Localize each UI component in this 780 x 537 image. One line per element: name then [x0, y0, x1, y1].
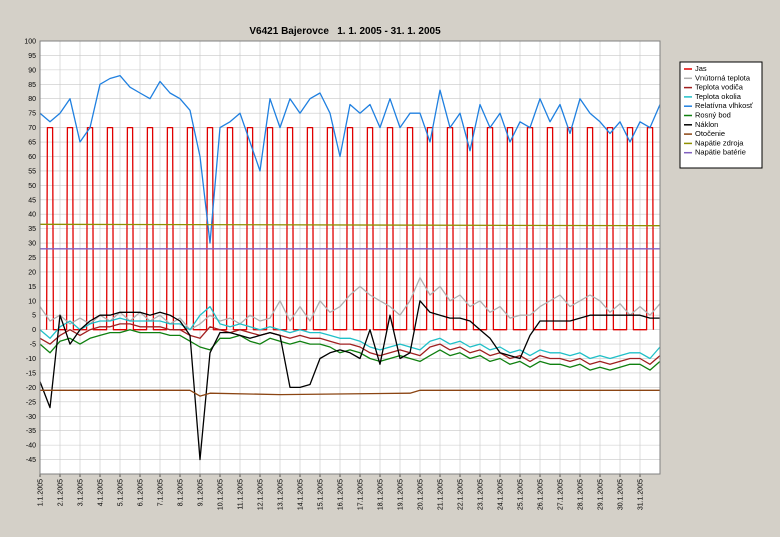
series-line	[45, 126, 655, 331]
y-tick-label: -35	[26, 428, 36, 435]
x-tick-label: 28.1.2005	[578, 479, 585, 510]
x-tick-label: 19.1.2005	[398, 479, 405, 510]
x-tick-label: 12.1.2005	[258, 479, 265, 510]
legend-box	[679, 61, 763, 169]
y-tick-label: -45	[26, 457, 36, 464]
x-tick-label: 11.1.2005	[238, 479, 245, 510]
x-tick-label: 8.1.2005	[178, 479, 185, 506]
series-line	[39, 329, 661, 371]
x-tick-label: 15.1.2005	[318, 479, 325, 510]
series-line	[39, 74, 661, 244]
y-tick-label: 5	[32, 313, 36, 320]
legend-label: Jas	[695, 64, 707, 73]
legend-label: Relatívna vlhkosť	[695, 101, 753, 110]
x-tick-label: 24.1.2005	[498, 479, 505, 510]
y-tick-label: -30	[26, 414, 36, 421]
x-tick-label: 27.1.2005	[558, 479, 565, 510]
x-tick-label: 10.1.2005	[218, 479, 225, 510]
x-tick-label: 29.1.2005	[598, 479, 605, 510]
x-tick-label: 6.1.2005	[138, 479, 145, 506]
legend-label: Rosný bod	[695, 110, 731, 119]
x-tick-label: 3.1.2005	[78, 479, 85, 506]
x-tick-label: 7.1.2005	[158, 479, 165, 506]
y-tick-label: -15	[26, 370, 36, 377]
x-tick-label: 23.1.2005	[478, 479, 485, 510]
y-tick-label: 0	[32, 327, 36, 334]
y-tick-label: 50	[28, 183, 36, 190]
x-tick-label: 26.1.2005	[538, 479, 545, 510]
series-line	[39, 323, 661, 365]
x-tick-label: 20.1.2005	[418, 479, 425, 510]
y-tick-label: 65	[28, 140, 36, 147]
y-tick-label: 45	[28, 197, 36, 204]
y-tick-label: 35	[28, 226, 36, 233]
y-tick-label: 25	[28, 255, 36, 262]
plot-border	[39, 40, 661, 475]
y-tick-label: 100	[24, 39, 36, 46]
y-tick-label: -40	[26, 443, 36, 450]
y-tick-label: 95	[28, 53, 36, 60]
legend-label: Teplota vodiča	[695, 83, 744, 92]
x-tick-label: 1.1.2005	[38, 479, 45, 506]
x-tick-label: 4.1.2005	[98, 479, 105, 506]
y-tick-label: 30	[28, 241, 36, 248]
y-tick-label: 90	[28, 67, 36, 74]
legend-label: Teplota okolia	[695, 92, 742, 101]
y-tick-label: 85	[28, 82, 36, 89]
x-tick-label: 14.1.2005	[298, 479, 305, 510]
x-tick-label: 18.1.2005	[378, 479, 385, 510]
y-tick-label: 80	[28, 96, 36, 103]
y-tick-label: 10	[28, 298, 36, 305]
x-tick-label: 22.1.2005	[458, 479, 465, 510]
x-tick-label: 25.1.2005	[518, 479, 525, 510]
y-tick-label: -10	[26, 356, 36, 363]
series-line	[40, 389, 660, 397]
series-line	[39, 277, 661, 331]
x-tick-label: 17.1.2005	[358, 479, 365, 510]
y-tick-label: 40	[28, 212, 36, 219]
y-tick-label: 75	[28, 111, 36, 118]
x-tick-label: 16.1.2005	[338, 479, 345, 510]
legend-label: Napätie batérie	[695, 148, 746, 157]
series-line	[39, 305, 661, 360]
series-line	[39, 223, 661, 227]
y-tick-label: 20	[28, 269, 36, 276]
legend-label: Napätie zdroja	[695, 138, 744, 147]
y-tick-label: 70	[28, 125, 36, 132]
chart-title: V6421 Bajerovce 1. 1. 2005 - 31. 1. 2005	[249, 26, 441, 37]
legend-label: Náklon	[695, 120, 718, 129]
legend-label: Otočenie	[695, 129, 725, 138]
y-tick-label: 60	[28, 154, 36, 161]
x-tick-label: 30.1.2005	[618, 479, 625, 510]
x-tick-label: 5.1.2005	[118, 479, 125, 506]
legend-label: Vnútorná teplota	[695, 73, 751, 82]
y-tick-label: 15	[28, 284, 36, 291]
y-tick-label: -25	[26, 399, 36, 406]
y-tick-label: -20	[26, 385, 36, 392]
y-tick-label: -5	[30, 342, 36, 349]
x-tick-label: 2.1.2005	[58, 479, 65, 506]
x-tick-label: 13.1.2005	[278, 479, 285, 510]
x-tick-label: 9.1.2005	[198, 479, 205, 506]
x-tick-label: 31.1.2005	[638, 479, 645, 510]
x-tick-label: 21.1.2005	[438, 479, 445, 510]
y-tick-label: 55	[28, 168, 36, 175]
series-line	[39, 300, 660, 461]
